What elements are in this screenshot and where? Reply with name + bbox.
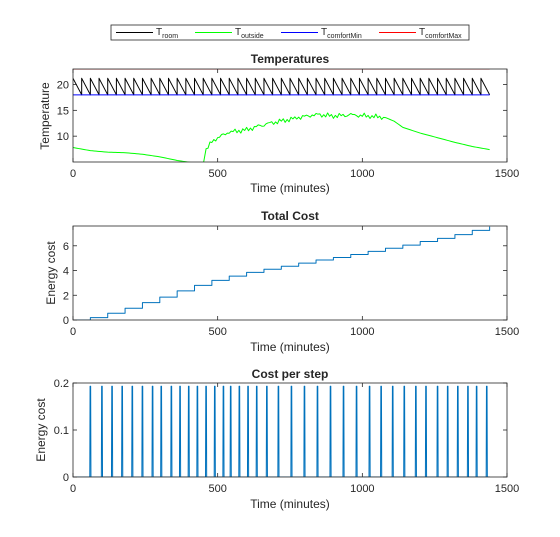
x-tick-label: 0 [70,168,76,180]
series-group [73,226,491,320]
legend: Troom Toutside TcomfortMin TcomfortMax [110,24,470,41]
series-total-cost [73,226,491,320]
x-tick-label: 500 [208,326,226,338]
total-cost-ylabel: Energy cost [44,241,58,305]
y-tick-label: 10 [57,131,69,143]
series-cost-per-step [73,385,490,477]
x-tick-label: 1500 [495,483,519,495]
temperatures-title: Temperatures [251,52,330,66]
total-cost-title: Total Cost [261,209,319,223]
legend-entry-comfortmin: TcomfortMin [281,27,362,40]
series-t-outside [73,112,490,162]
y-tick-label: 20 [57,80,69,92]
temperatures-ylabel: Temperature [38,82,52,150]
y-tick-label: 4 [63,266,69,278]
temperatures-xlabel: Time (minutes) [250,181,330,195]
y-tick-label: 6 [63,241,69,253]
x-tick-label: 1000 [350,168,374,180]
cost-per-step-title: Cost per step [252,367,329,381]
series-group [73,69,491,162]
cost-per-step-ylabel: Energy cost [34,398,48,462]
x-tick-label: 1000 [350,483,374,495]
x-tick-label: 500 [208,168,226,180]
y-tick-label: 2 [63,290,69,302]
x-tick-label: 0 [70,326,76,338]
total-cost-axes: Total Cost Time (minutes) Energy cost 0 5… [44,209,519,354]
x-tick-label: 0 [70,483,76,495]
series-group [73,385,490,477]
x-tick-label: 1000 [350,326,374,338]
axes-box [72,225,508,321]
legend-entry-comfortmax: TcomfortMax [379,27,462,40]
y-tick-label: 0 [63,315,69,327]
x-tick-label: 500 [208,483,226,495]
cost-per-step-axes: Cost per step Time (minutes) Energy cost… [34,367,519,511]
y-tick-label: 0.1 [54,425,69,437]
plot-area [73,226,507,320]
legend-label-room: Troom [156,27,178,40]
plot-area [73,383,507,477]
series-t-room [73,77,491,96]
legend-label-outside: Toutside [235,27,264,40]
legend-label-comfortmax: TcomfortMax [419,27,462,40]
temperatures-axes: Temperatures Time (minutes) Temperature … [38,52,519,195]
y-tick-label: 15 [57,105,69,117]
legend-entry-room: Troom [116,27,178,40]
y-tick-label: 0.2 [54,378,69,390]
axes-box [72,68,508,163]
x-tick-label: 1500 [495,168,519,180]
y-tick-label: 0 [63,472,69,484]
total-cost-xlabel: Time (minutes) [250,340,330,354]
cost-per-step-xlabel: Time (minutes) [250,497,330,511]
x-tick-label: 1500 [495,326,519,338]
legend-label-comfortmin: TcomfortMin [321,27,362,40]
legend-entry-outside: Toutside [195,27,264,40]
